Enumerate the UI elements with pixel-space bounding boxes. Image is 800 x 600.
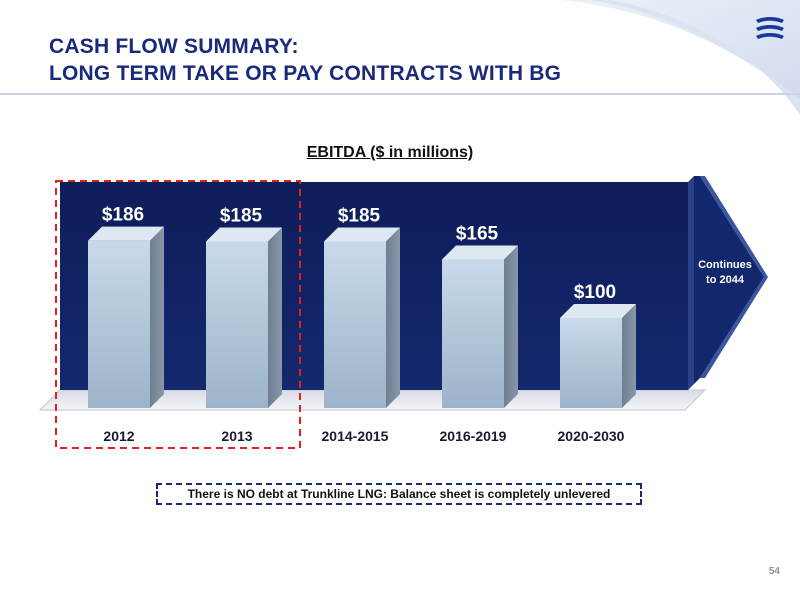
value-labels-layer: $186 $185 $185 $165 $100: [102, 205, 616, 303]
company-logo-icon: [756, 17, 784, 39]
bar-top: [88, 226, 164, 241]
value-label: $186: [102, 205, 144, 226]
bar-top: [560, 304, 636, 318]
debt-note: There is NO debt at Trunkline LNG: Balan…: [156, 483, 642, 505]
chart-title: EBITDA ($ in millions): [306, 144, 474, 161]
page-number: 54: [768, 566, 780, 577]
bar-2020-2030: [560, 304, 636, 408]
bar-front: [442, 259, 504, 408]
slide-title: CASH FLOW SUMMARY: LONG TERM TAKE OR PAY…: [49, 33, 561, 87]
title-divider: [0, 93, 800, 95]
bar-side: [150, 226, 164, 408]
continuation-label-line-1: Continues: [698, 259, 752, 271]
value-label: $100: [574, 282, 616, 303]
bar-top: [206, 227, 282, 242]
decorative-swoosh: [560, 0, 800, 115]
category-label: 2013: [221, 428, 252, 444]
bar-top: [442, 245, 518, 260]
chart-panel-edge: [688, 176, 694, 390]
continuation-arrow-icon: [694, 176, 764, 384]
continuation-label: Continues to 2044: [690, 258, 760, 288]
bars-layer: [88, 226, 636, 408]
category-label: 2020-2030: [558, 428, 625, 444]
bar-side: [504, 245, 518, 408]
bar-front: [88, 240, 150, 408]
category-labels-layer: 2012 2013 2014-2015 2016-2019 2020-2030: [103, 428, 624, 444]
bar-side: [622, 304, 636, 408]
slide-title-line-1: CASH FLOW SUMMARY:: [49, 35, 299, 58]
value-label: $165: [456, 224, 499, 245]
bar-top: [324, 227, 400, 242]
value-label: $185: [220, 206, 263, 227]
value-label: $185: [338, 206, 381, 227]
bar-front: [206, 241, 268, 408]
category-label: 2016-2019: [440, 428, 507, 444]
slide-title-line-2: LONG TERM TAKE OR PAY CONTRACTS WITH BG: [49, 62, 562, 85]
bar-front: [324, 241, 386, 408]
bar-side: [268, 227, 282, 408]
bar-2012: [88, 226, 164, 408]
bar-2013: [206, 227, 282, 408]
bar-2014-2015: [324, 227, 400, 408]
bar-side: [386, 227, 400, 408]
bar-2016-2019: [442, 245, 518, 408]
category-label: 2014-2015: [322, 428, 389, 444]
category-label: 2012: [103, 428, 134, 444]
continuation-label-line-2: to 2044: [706, 274, 744, 286]
highlight-box: [55, 180, 301, 449]
bar-front: [560, 318, 622, 408]
